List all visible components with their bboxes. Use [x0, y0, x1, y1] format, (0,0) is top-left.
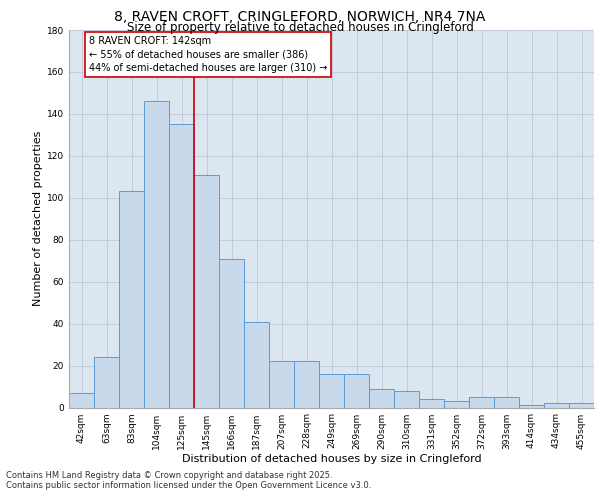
Bar — [519, 406, 544, 407]
Bar — [119, 192, 144, 408]
Bar — [469, 397, 494, 407]
Bar — [244, 322, 269, 408]
Bar — [194, 174, 219, 408]
Bar — [94, 357, 119, 408]
Bar — [269, 362, 294, 408]
X-axis label: Distribution of detached houses by size in Cringleford: Distribution of detached houses by size … — [182, 454, 481, 464]
Text: 8, RAVEN CROFT, CRINGLEFORD, NORWICH, NR4 7NA: 8, RAVEN CROFT, CRINGLEFORD, NORWICH, NR… — [115, 10, 485, 24]
Bar — [344, 374, 369, 408]
Bar — [494, 397, 519, 407]
Bar — [544, 404, 569, 407]
Bar — [569, 404, 594, 407]
Text: Contains HM Land Registry data © Crown copyright and database right 2025.: Contains HM Land Registry data © Crown c… — [6, 471, 332, 480]
Y-axis label: Number of detached properties: Number of detached properties — [33, 131, 43, 306]
Bar — [294, 362, 319, 408]
Text: Size of property relative to detached houses in Cringleford: Size of property relative to detached ho… — [127, 21, 473, 34]
Bar — [219, 258, 244, 408]
Text: Contains public sector information licensed under the Open Government Licence v3: Contains public sector information licen… — [6, 481, 371, 490]
Bar — [444, 401, 469, 407]
Bar — [144, 102, 169, 407]
Text: 8 RAVEN CROFT: 142sqm
← 55% of detached houses are smaller (386)
44% of semi-det: 8 RAVEN CROFT: 142sqm ← 55% of detached … — [89, 36, 328, 72]
Bar — [419, 399, 444, 407]
Bar — [369, 388, 394, 407]
Bar — [319, 374, 344, 408]
Bar — [69, 393, 94, 407]
Bar — [394, 390, 419, 407]
Bar — [169, 124, 194, 408]
